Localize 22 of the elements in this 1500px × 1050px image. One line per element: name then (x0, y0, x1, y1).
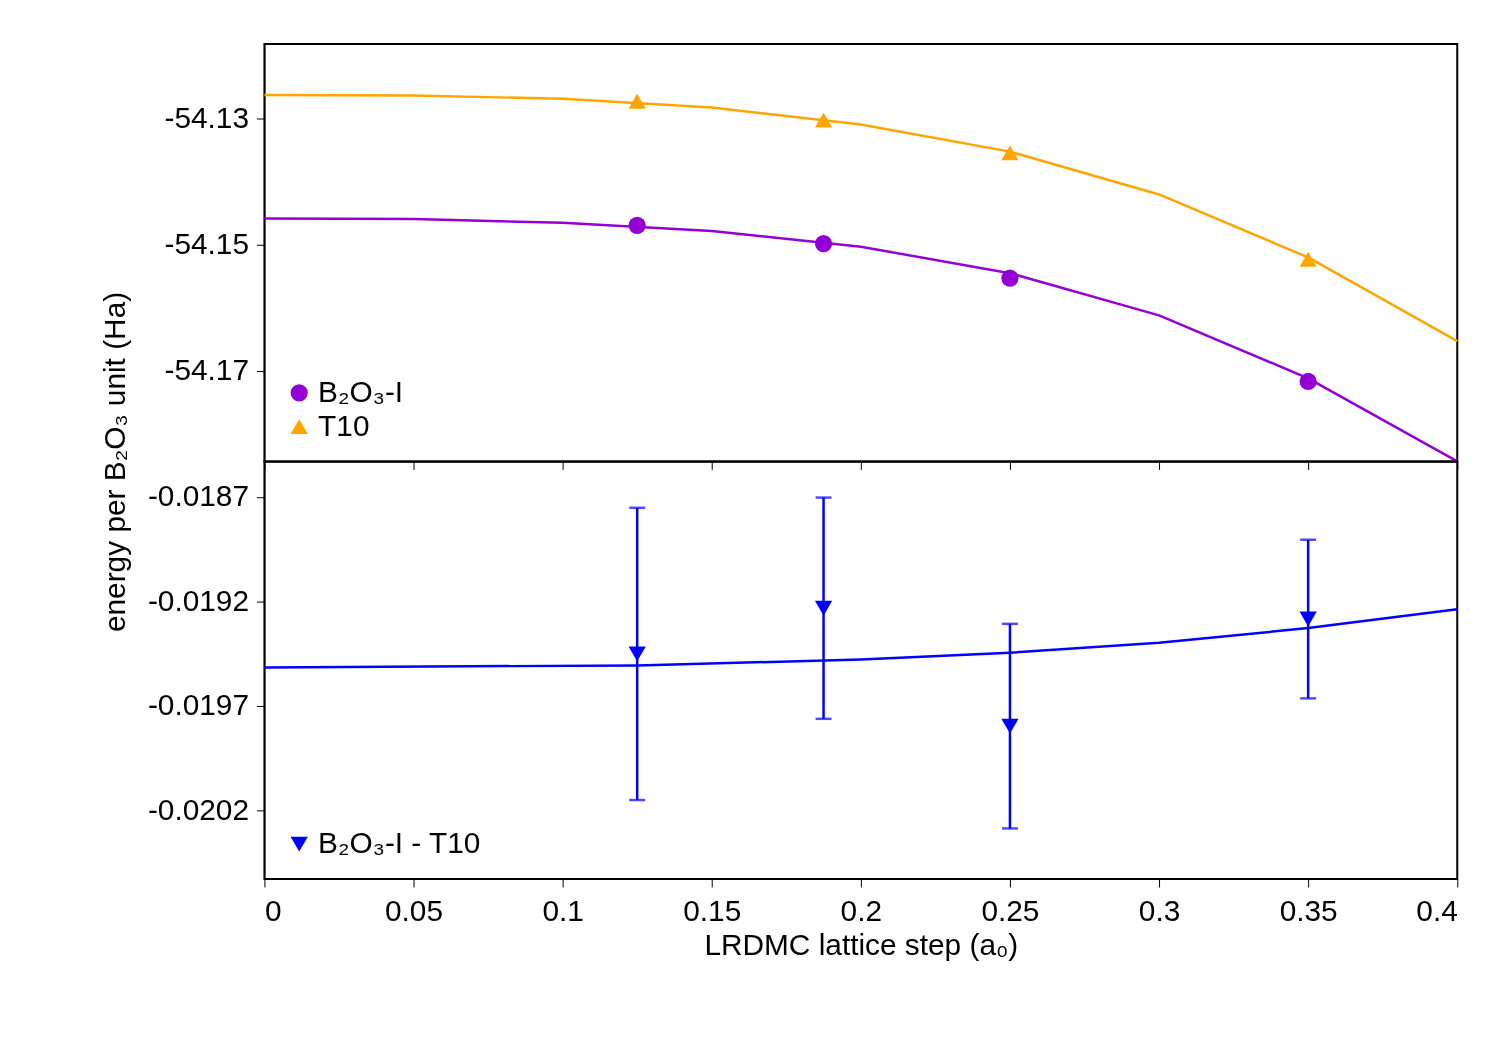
x-tick-label: 0.4 (1416, 894, 1458, 928)
legend-label: T10 (318, 408, 370, 442)
y-tick-label: -54.13 (164, 101, 250, 135)
x-tick-label: 0 (264, 894, 282, 928)
x-tick-label: 0.15 (683, 894, 742, 928)
y-tick-label: -54.15 (164, 227, 250, 261)
y-tick-label: -0.0192 (147, 583, 250, 617)
y-tick-label: -0.0187 (147, 479, 250, 513)
legend-label: B₂O₃-I (318, 374, 404, 408)
x-tick-label: 0.35 (1279, 894, 1338, 928)
x-axis-title: LRDMC lattice step (a₀) (704, 927, 1019, 961)
x-tick-label: 0.25 (981, 894, 1040, 928)
x-tick-label: 0.05 (385, 894, 444, 928)
y-axis-title: energy per B₂O₃ unit (Ha) (97, 291, 131, 633)
y-tick-label: -54.17 (164, 353, 250, 387)
y-tick-label: -0.0197 (147, 688, 250, 722)
line-series (263, 93, 1459, 343)
y-tick-label: -0.0202 (147, 792, 250, 826)
x-tick-label: 0.3 (1138, 894, 1181, 928)
x-tick-label: 0.2 (840, 894, 883, 928)
legend-label: B₂O₃-I - T10 (318, 826, 481, 860)
x-tick-label: 0.1 (542, 894, 584, 928)
